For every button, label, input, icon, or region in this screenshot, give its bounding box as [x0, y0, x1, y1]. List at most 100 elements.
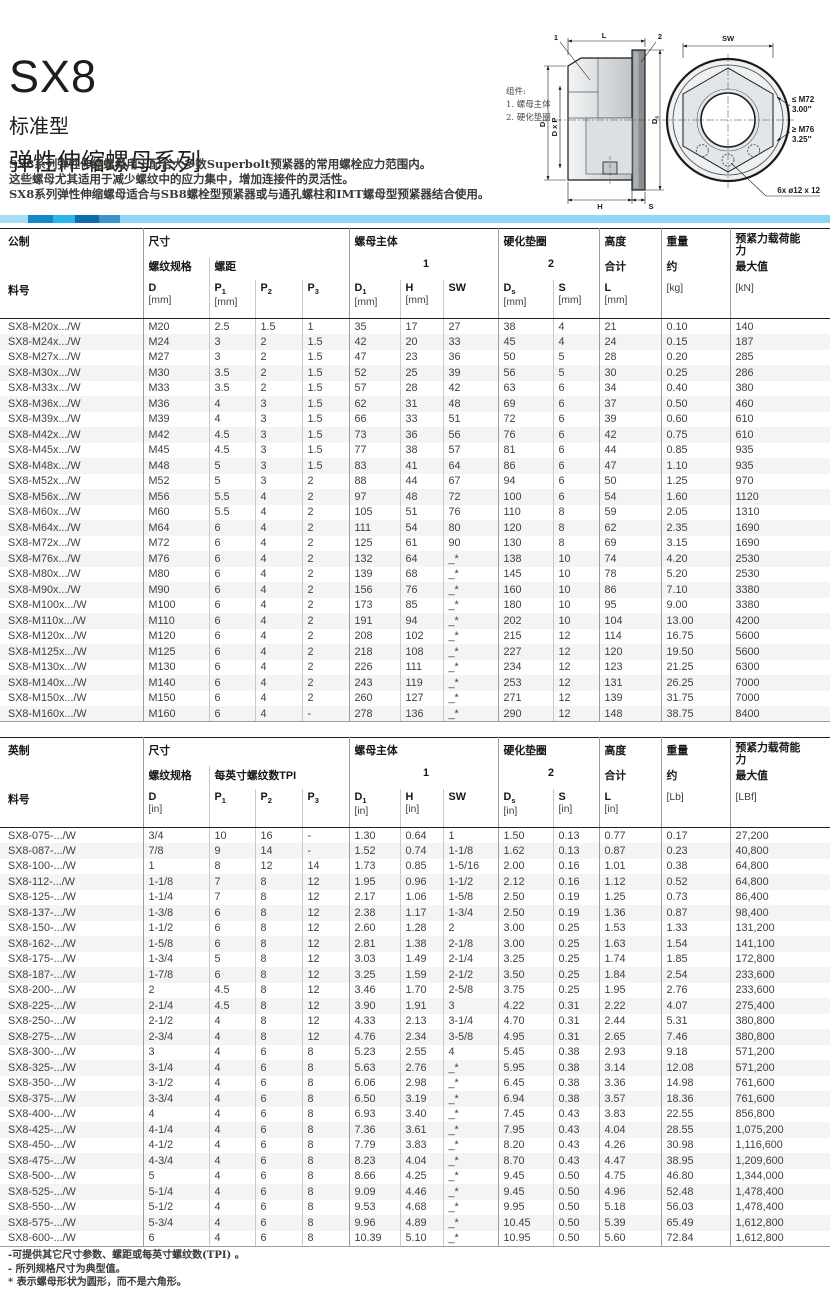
cell: 8400	[729, 706, 830, 722]
cell: 10	[208, 827, 255, 843]
cell: 12	[301, 1013, 350, 1029]
cell: 10	[552, 566, 600, 582]
cell: 123	[598, 659, 662, 675]
cell: SX8-187-.../W	[8, 968, 76, 981]
column-header: H [mm]	[399, 280, 444, 319]
cell: 3.00	[497, 936, 554, 952]
cell: 10.95	[497, 1230, 554, 1247]
cell: 8	[552, 535, 600, 551]
cell: M160	[142, 706, 209, 722]
cell: 125	[348, 535, 401, 551]
cell: 0.25	[552, 936, 600, 952]
cell: 72	[442, 489, 499, 505]
cell: _*	[442, 1060, 499, 1076]
cell: 3.90	[348, 998, 401, 1014]
cell: 3.00	[497, 920, 554, 936]
cell: 64	[442, 458, 499, 474]
cell: M48	[142, 458, 209, 474]
cell: 8	[254, 874, 302, 890]
page-title: SX8	[9, 51, 98, 102]
cell: SX8-M52x.../W	[8, 475, 81, 488]
cell: 4	[208, 1153, 255, 1169]
cell: 1.95	[348, 874, 401, 890]
cell: SX8-162-.../W	[8, 937, 76, 950]
accent-segment	[99, 215, 120, 223]
cell: 1120	[729, 489, 830, 505]
dim-label-L: L	[602, 31, 607, 40]
description-block: SX8系列弹性伸缩螺母用于配合大多数Superbolt预紧器的常用螺栓应力范围内…	[9, 157, 489, 202]
cell: 1.5	[301, 380, 350, 396]
cell: 10	[552, 613, 600, 629]
cell: 48	[399, 489, 444, 505]
table-row: SX8-M160x.../W M160 6 4-278 136 _* 290 12 148 38.…	[0, 706, 830, 722]
accent-bar	[0, 215, 830, 223]
cell: 1,116,600	[729, 1137, 830, 1153]
cell: 36	[399, 427, 444, 443]
cell: 5	[208, 458, 255, 474]
cell: M80	[142, 566, 209, 582]
cell: 4	[208, 1044, 255, 1060]
cell: -	[301, 706, 350, 722]
cell: 132	[348, 551, 401, 567]
cell: SX8-425-.../W	[8, 1123, 76, 1136]
group-header: 每英寸螺纹数TPI	[208, 766, 350, 789]
table-row: SX8-087-.../W 7/8 9 14-1.52 0.74 1-1/8 1.62 0.1…	[0, 843, 830, 859]
cell: 1.84	[598, 967, 662, 983]
size-note-2b: 3.25″	[792, 135, 812, 144]
cell: 2	[301, 566, 350, 582]
cell: 76	[442, 504, 499, 520]
cell: _*	[442, 1168, 499, 1184]
cell: 8	[301, 1230, 350, 1247]
cell: 13.00	[660, 613, 731, 629]
cell: 1.28	[399, 920, 444, 936]
cell: 6300	[729, 659, 830, 675]
cell: 86	[497, 458, 554, 474]
cell: 27,200	[729, 827, 830, 843]
cell: 233,600	[729, 967, 830, 983]
cell: 131	[598, 675, 662, 691]
cell: 0.25	[660, 365, 731, 381]
group-header: 尺寸	[142, 228, 350, 257]
cell: 6	[552, 396, 600, 412]
cell: SX8-325-.../W	[8, 1061, 76, 1074]
cell: 140	[729, 318, 830, 334]
cell: 0.96	[399, 874, 444, 890]
cell: 6	[552, 427, 600, 443]
cell: 8	[301, 1122, 350, 1138]
group-header: 高度	[598, 228, 662, 257]
cell: 0.43	[552, 1122, 600, 1138]
cell: 1690	[729, 520, 830, 536]
cell: 1,075,200	[729, 1122, 830, 1138]
cell: SX8-M100x.../W	[8, 599, 87, 612]
cell: SX8-M42x.../W	[8, 428, 81, 441]
column-header: H [in]	[399, 789, 444, 828]
cell: 41	[399, 458, 444, 474]
column-header: [kN]	[729, 280, 830, 319]
cell: 2530	[729, 566, 830, 582]
cell: 9.09	[348, 1184, 401, 1200]
cell: M72	[142, 535, 209, 551]
cell: 8	[254, 920, 302, 936]
cell: 12	[301, 951, 350, 967]
cell: 6	[208, 520, 255, 536]
cell: 97	[348, 489, 401, 505]
cell: 6	[208, 967, 255, 983]
cell: 9.53	[348, 1199, 401, 1215]
cell: 0.38	[552, 1060, 600, 1076]
cell: 761,600	[729, 1075, 830, 1091]
cell: 12	[301, 920, 350, 936]
cell: 0.50	[552, 1184, 600, 1200]
cell: 380	[729, 380, 830, 396]
cell: 7.46	[660, 1029, 731, 1045]
cell: 111	[348, 520, 401, 536]
cell: 610	[729, 427, 830, 443]
cell: 94	[497, 473, 554, 489]
cell: 260	[348, 690, 401, 706]
cell: 12	[301, 905, 350, 921]
cell: 8	[254, 889, 302, 905]
cell: 1-1/4	[142, 889, 209, 905]
cell: 8	[301, 1215, 350, 1231]
table-row: SX8-187-.../W 1-7/8 6 8 12 3.25 1.59 2-1/2 3.50 0…	[0, 967, 830, 983]
cell: 139	[598, 690, 662, 706]
cell: 56.03	[660, 1199, 731, 1215]
